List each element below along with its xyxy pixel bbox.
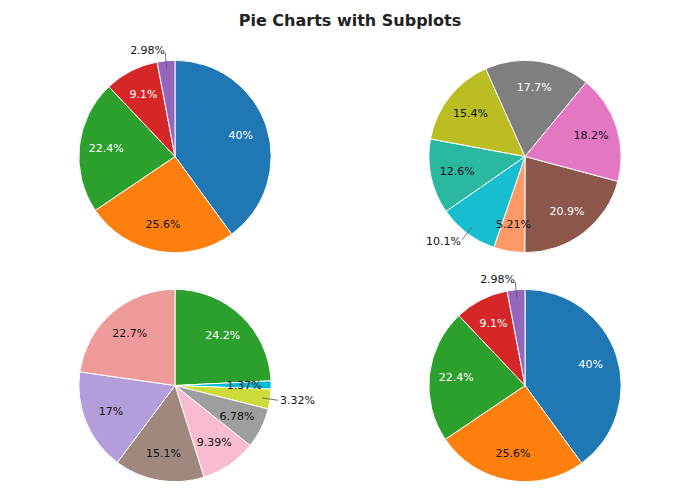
pie-slice	[80, 289, 175, 385]
data-label: 15.4%	[453, 107, 488, 120]
data-label: 18.2%	[573, 129, 608, 142]
data-label: 15.1%	[146, 447, 181, 460]
chart: Pie Charts with Subplots 40% 25.6% 22.4% 9.1…	[0, 0, 700, 500]
data-label: 3.32%	[280, 394, 315, 407]
leader-line	[165, 53, 166, 69]
data-label: 12.6%	[440, 165, 475, 178]
data-label: 6.78%	[220, 410, 255, 423]
background	[0, 0, 700, 500]
data-label: 40%	[229, 129, 253, 142]
pie-labels: 20.9% 5.21% 10.1% 12.6% 15.4% 17.7% 18.2%	[426, 81, 608, 247]
data-label: 22.7%	[112, 327, 147, 340]
pie	[429, 60, 621, 252]
data-label: 17.7%	[517, 81, 552, 94]
data-label: 25.6%	[496, 447, 531, 460]
data-label: 24.2%	[205, 329, 240, 342]
data-label: 2.98%	[480, 273, 515, 286]
data-label: 5.21%	[496, 218, 531, 231]
pie-slice	[175, 289, 271, 385]
data-label: 10.1%	[426, 235, 461, 248]
data-label: 22.4%	[439, 371, 474, 384]
pie-labels: 24.2% 1.37% 3.32% 6.78% 9.39% 15.1% 17% 22.7%	[99, 327, 315, 461]
pie	[79, 60, 271, 252]
pie	[79, 289, 271, 481]
pie-slice	[507, 289, 525, 385]
leader-line	[263, 398, 279, 400]
data-label: 20.9%	[550, 205, 585, 218]
data-label: 2.98%	[130, 44, 165, 57]
leader-line	[462, 227, 471, 240]
data-label: 25.6%	[146, 218, 181, 231]
title: Pie Charts with Subplots	[239, 11, 462, 30]
pie-slice	[525, 82, 621, 181]
pie-slice	[157, 60, 175, 156]
leader-line	[515, 282, 516, 298]
data-label: 9.39%	[197, 436, 232, 449]
data-label: 1.37%	[227, 379, 262, 392]
pie-labels: 40% 25.6% 22.4% 9.1% 2.98%	[89, 44, 253, 231]
pie-labels: 40% 25.6% 22.4% 9.1% 2.98%	[439, 273, 603, 460]
data-label: 9.1%	[479, 317, 507, 330]
pie	[429, 289, 621, 481]
data-label: 40%	[579, 358, 603, 371]
data-label: 22.4%	[89, 142, 124, 155]
data-label: 9.1%	[129, 88, 157, 101]
data-label: 17%	[99, 405, 123, 418]
